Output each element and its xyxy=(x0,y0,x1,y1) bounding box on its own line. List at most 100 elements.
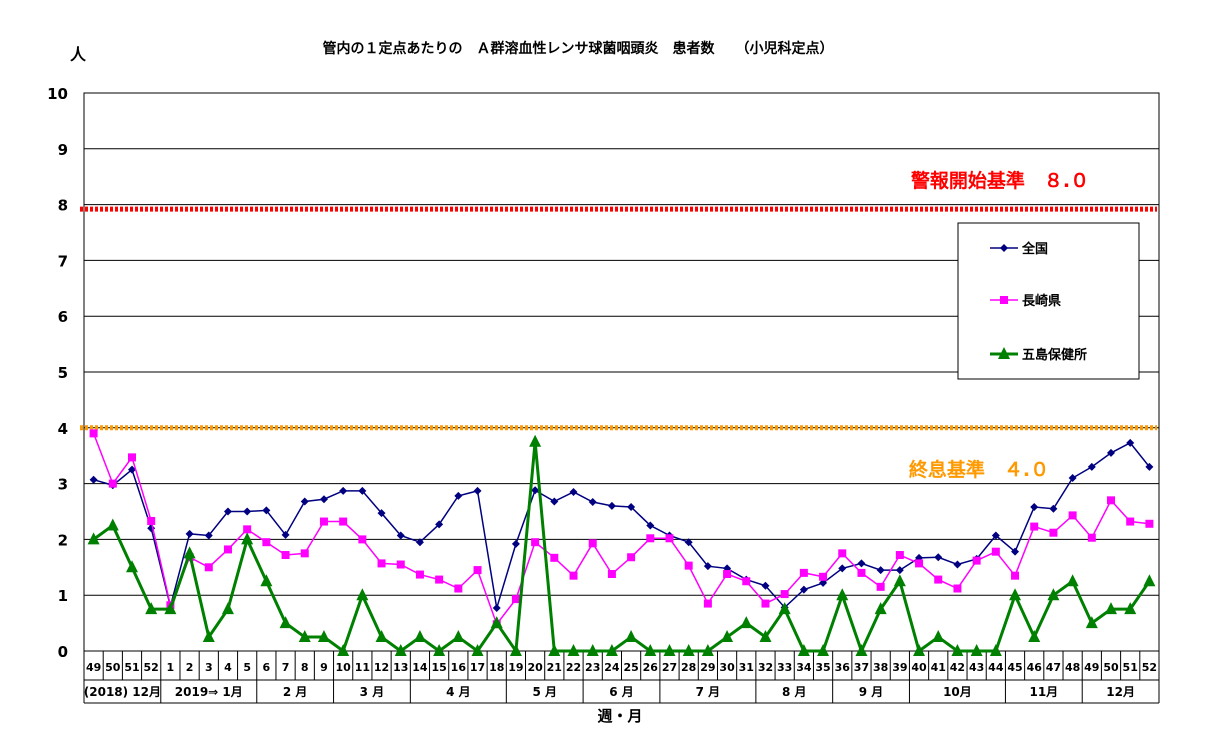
data-point xyxy=(473,486,482,495)
y-tick-label: 0 xyxy=(58,643,68,661)
data-point xyxy=(588,539,597,548)
data-point xyxy=(607,569,616,578)
data-point xyxy=(838,549,847,558)
data-point xyxy=(204,563,213,572)
data-point xyxy=(548,644,561,656)
data-point xyxy=(1049,504,1058,513)
data-point xyxy=(262,538,271,547)
data-point xyxy=(998,347,1010,359)
month-label: 9 月 xyxy=(859,685,884,699)
data-point xyxy=(202,630,215,643)
x-tick-label: 49 xyxy=(86,661,101,674)
x-tick-label: 8 xyxy=(301,661,309,674)
x-tick-label: 1 xyxy=(167,661,175,674)
data-point xyxy=(1145,519,1154,528)
data-point xyxy=(588,498,597,507)
data-point xyxy=(607,501,616,510)
data-point xyxy=(550,553,559,562)
data-point xyxy=(89,475,98,484)
legend-item: 五島保健所 xyxy=(990,347,1087,363)
data-point xyxy=(454,491,463,500)
data-point xyxy=(1009,588,1022,601)
data-point xyxy=(953,584,962,593)
data-point xyxy=(106,518,119,531)
data-point xyxy=(435,520,444,529)
data-point xyxy=(740,616,753,629)
y-tick-label: 6 xyxy=(58,308,68,326)
data-point xyxy=(876,582,885,591)
x-tick-label: 22 xyxy=(566,661,581,674)
data-point xyxy=(838,564,847,573)
data-point xyxy=(415,538,424,547)
x-tick-label: 15 xyxy=(431,661,446,674)
chart-title: 管内の１定点あたりの Ａ群溶血性レンサ球菌咽頭炎 患者数 （小児科定点） xyxy=(323,40,834,57)
data-point xyxy=(1047,588,1060,601)
y-tick-label: 9 xyxy=(58,141,68,159)
month-label: 2 月 xyxy=(283,685,308,699)
data-point xyxy=(1028,630,1041,643)
data-point xyxy=(1068,511,1077,520)
x-tick-label: 38 xyxy=(873,661,888,674)
x-tick-label: 24 xyxy=(604,661,620,674)
data-point xyxy=(356,588,369,601)
data-point xyxy=(337,644,350,656)
data-point xyxy=(684,561,693,570)
x-tick-label: 46 xyxy=(1027,661,1043,674)
month-label: 5 月 xyxy=(532,685,557,699)
month-label: 6 月 xyxy=(609,685,634,699)
data-point xyxy=(1049,528,1058,537)
data-point xyxy=(972,556,981,565)
month-label: (2018) 12月 xyxy=(84,685,161,699)
data-point xyxy=(1145,462,1154,471)
data-point xyxy=(300,497,309,506)
data-point xyxy=(857,559,866,568)
data-point xyxy=(145,602,158,615)
series-2 xyxy=(89,429,1154,629)
data-point xyxy=(300,549,309,558)
x-tick-label: 11 xyxy=(355,661,370,674)
x-tick-label: 39 xyxy=(892,661,907,674)
threshold-label: 警報開始基準 ８.０ xyxy=(911,169,1089,192)
data-point xyxy=(586,644,599,656)
data-point xyxy=(319,495,328,504)
data-point xyxy=(951,644,964,656)
data-point xyxy=(492,604,501,613)
x-tick-label: 3 xyxy=(205,661,213,674)
data-point xyxy=(915,559,924,568)
x-tick-label: 52 xyxy=(144,661,159,674)
data-point xyxy=(164,602,177,615)
data-point xyxy=(243,525,252,534)
data-point xyxy=(569,487,578,496)
data-point xyxy=(415,570,424,579)
x-tick-label: 51 xyxy=(1123,661,1138,674)
data-point xyxy=(723,569,732,578)
x-tick-label: 20 xyxy=(527,661,543,674)
x-tick-label: 31 xyxy=(739,661,754,674)
data-point xyxy=(223,507,232,516)
data-point xyxy=(1107,496,1116,505)
x-tick-label: 25 xyxy=(623,661,638,674)
x-tick-label: 7 xyxy=(282,661,290,674)
x-tick-label: 2 xyxy=(186,661,194,674)
x-tick-label: 10 xyxy=(335,661,351,674)
x-tick-label: 27 xyxy=(662,661,677,674)
data-point xyxy=(1126,438,1135,447)
data-point xyxy=(511,595,520,604)
month-label: 10月 xyxy=(943,685,972,699)
data-point xyxy=(243,507,252,516)
legend-item: 全国 xyxy=(990,241,1048,257)
month-label: 8 月 xyxy=(782,685,807,699)
data-point xyxy=(185,529,194,538)
x-tick-label: 30 xyxy=(719,661,735,674)
data-point xyxy=(377,509,386,518)
data-point xyxy=(1105,602,1118,615)
data-point xyxy=(531,486,540,495)
data-point xyxy=(970,644,983,656)
data-point xyxy=(531,538,540,547)
data-point xyxy=(759,630,772,643)
data-point xyxy=(646,534,655,543)
data-point xyxy=(435,575,444,584)
data-point xyxy=(627,553,636,562)
